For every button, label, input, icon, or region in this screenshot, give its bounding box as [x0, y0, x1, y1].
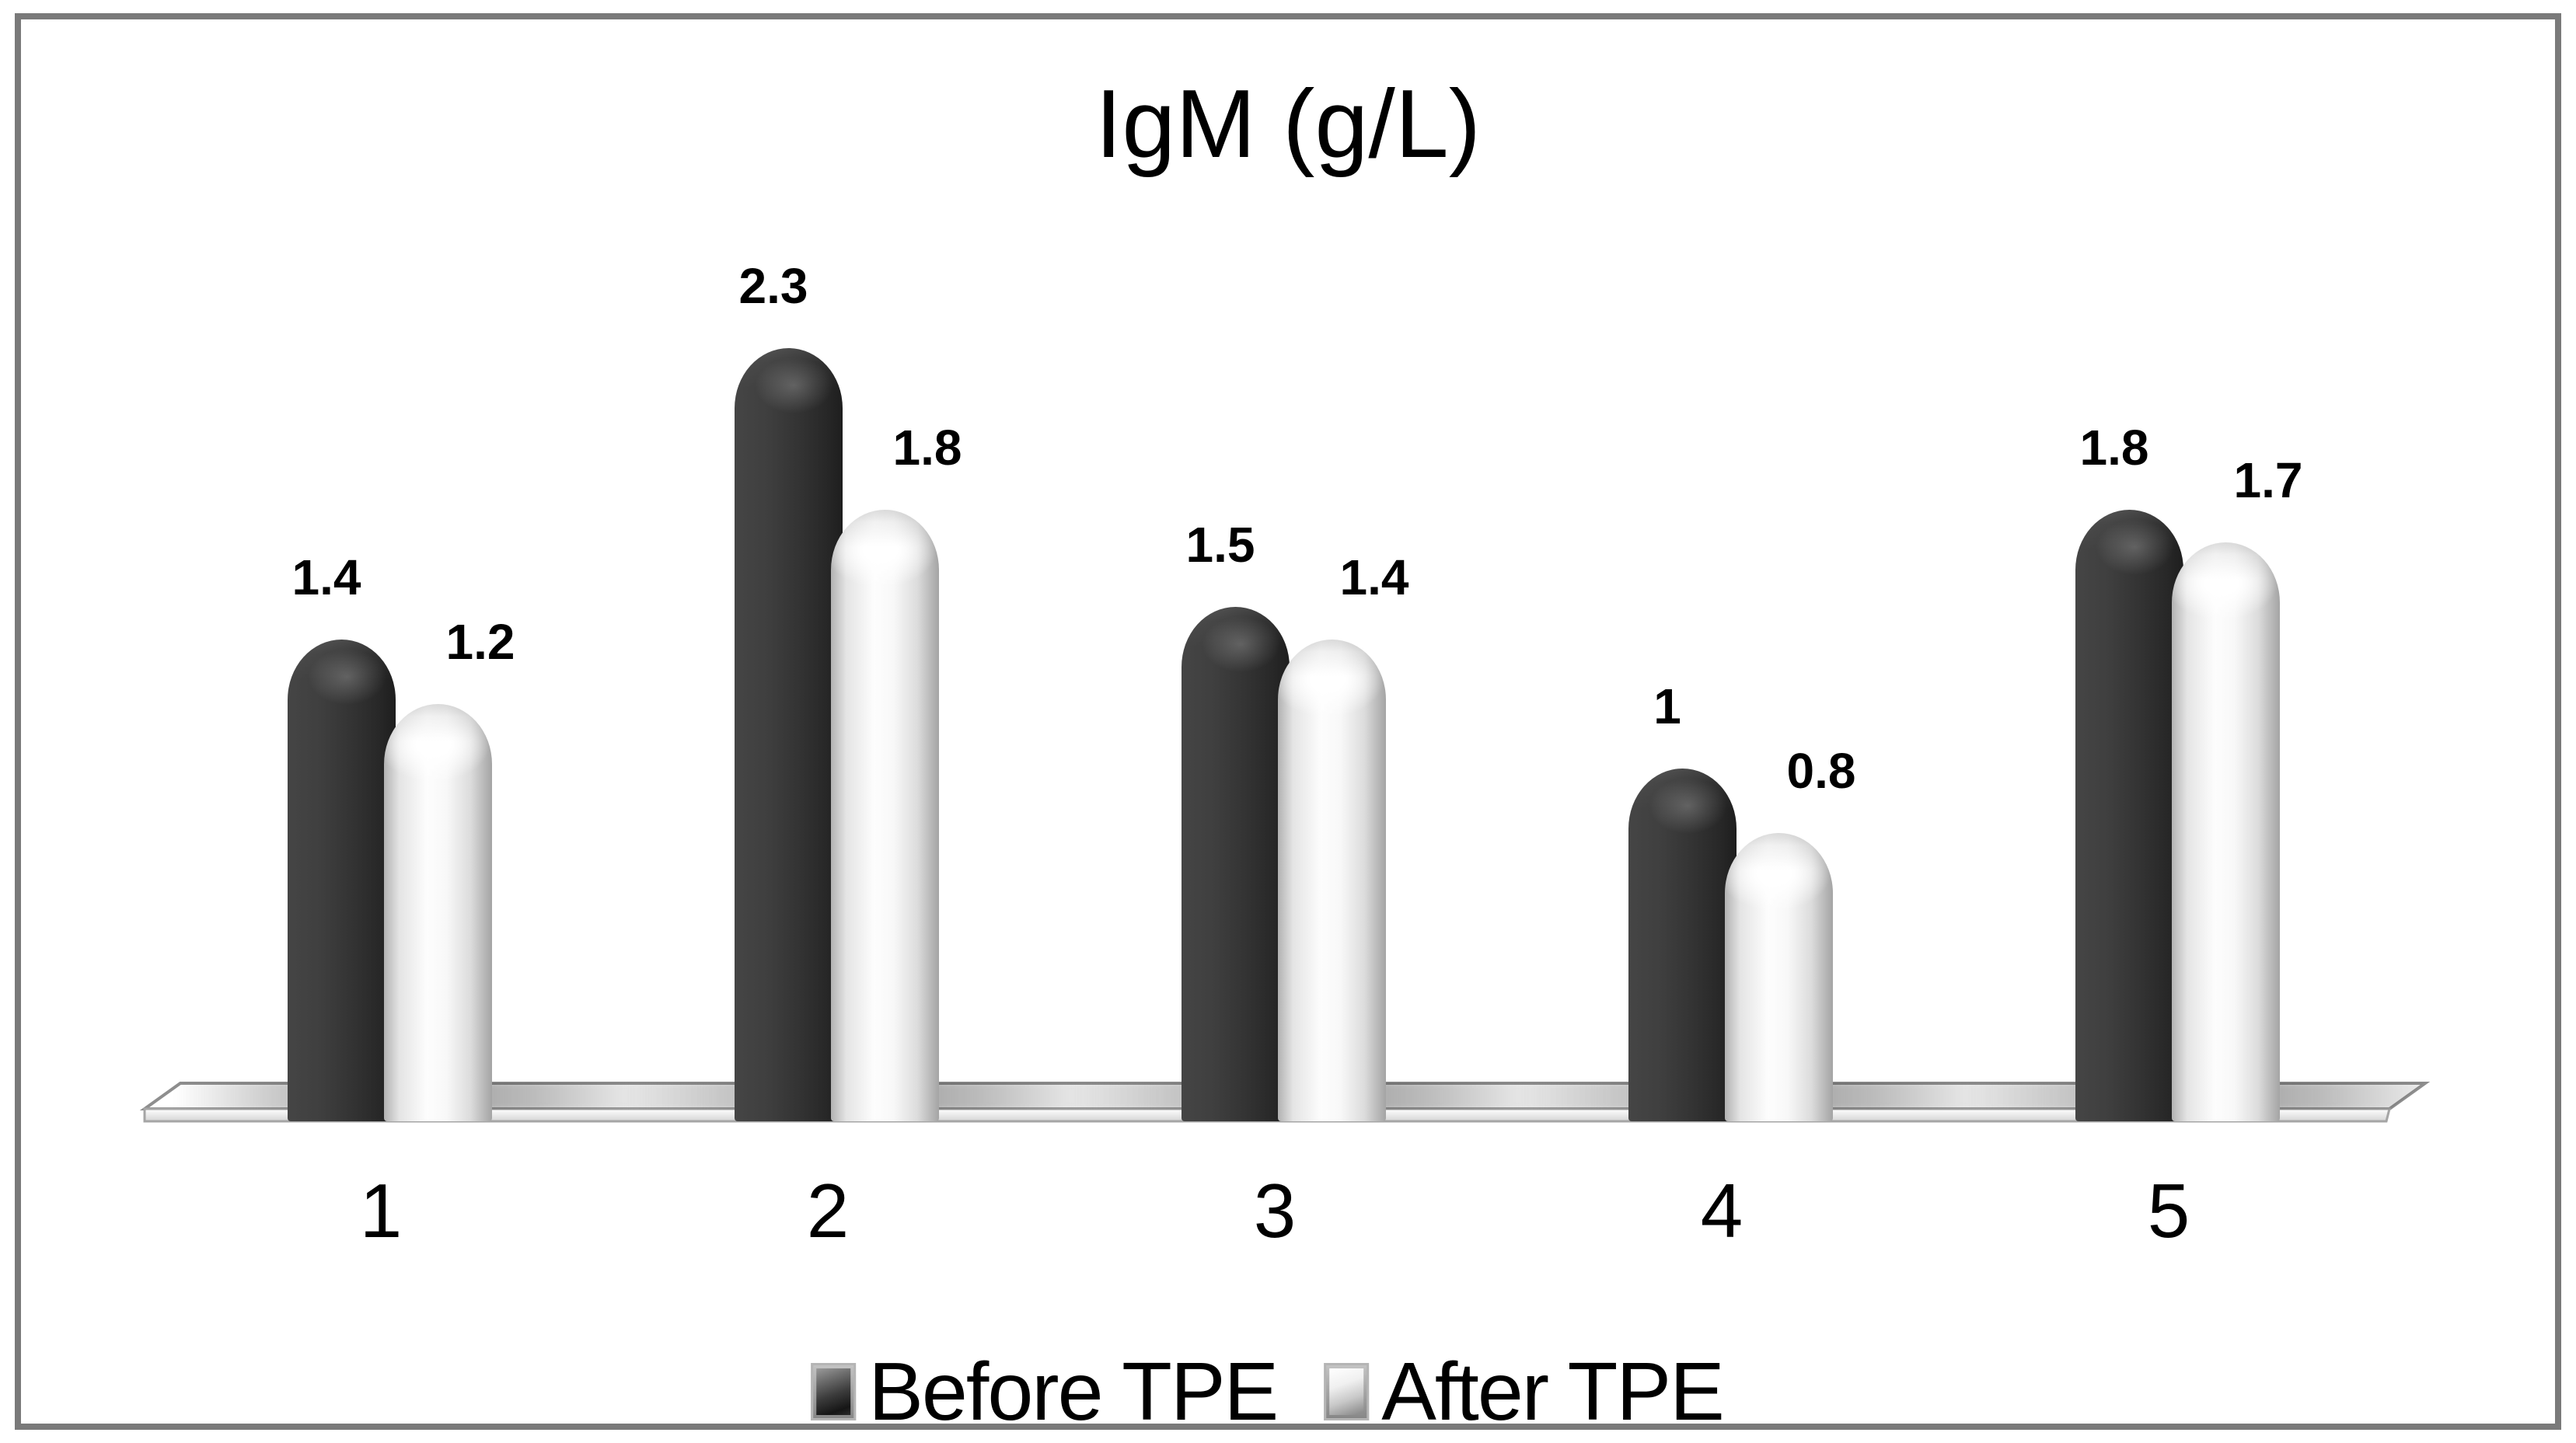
bar-before-tpe — [288, 640, 396, 1121]
data-label-after: 1.2 — [445, 614, 515, 670]
category-label: 2 — [806, 1168, 850, 1253]
bar-after-tpe — [1278, 640, 1386, 1121]
bar-cast-shadow — [1069, 1082, 1193, 1110]
legend: Before TPE After TPE — [811, 1346, 1725, 1438]
legend-label-before: Before TPE — [868, 1346, 1279, 1438]
data-label-after: 1.4 — [1339, 549, 1409, 605]
data-label-before: 1.4 — [291, 549, 361, 605]
legend-item-after-tpe: After TPE — [1324, 1346, 1725, 1438]
bar-after-tpe — [1725, 833, 1833, 1121]
legend-label-after: After TPE — [1381, 1346, 1725, 1438]
category-label: 3 — [1253, 1168, 1297, 1253]
bar-cast-shadow — [466, 1082, 746, 1110]
bar-cast-shadow — [913, 1082, 1193, 1110]
chart-title: IgM (g/L) — [1094, 71, 1482, 178]
bar-cast-shadow — [175, 1082, 299, 1110]
data-label-after: 1.8 — [892, 420, 962, 476]
data-label-after: 0.8 — [1786, 743, 1856, 799]
bar-before-tpe — [1628, 769, 1737, 1121]
legend-item-before-tpe: Before TPE — [811, 1346, 1279, 1438]
legend-swatch-before-icon — [811, 1363, 857, 1420]
data-label-after: 1.7 — [2233, 452, 2303, 508]
bar-after-tpe — [384, 704, 492, 1121]
category-label: 5 — [2147, 1168, 2190, 1253]
category-label: 4 — [1700, 1168, 1744, 1253]
bar-before-tpe — [735, 348, 843, 1121]
bar-after-tpe — [831, 510, 939, 1121]
category-label: 1 — [359, 1168, 403, 1253]
legend-swatch-after-icon — [1324, 1363, 1370, 1420]
bar-cast-shadow — [622, 1082, 746, 1110]
data-label-before: 2.3 — [738, 258, 808, 314]
bar-cast-shadow — [1963, 1082, 2087, 1110]
bar-before-tpe — [1182, 607, 1290, 1121]
bar-after-tpe — [2172, 542, 2280, 1121]
data-label-before: 1.8 — [2079, 420, 2149, 476]
data-label-before: 1 — [1653, 678, 1681, 734]
bar-cast-shadow — [1360, 1082, 1640, 1110]
bar-cast-shadow — [1516, 1082, 1640, 1110]
data-label-before: 1.5 — [1185, 517, 1255, 573]
bar-cast-shadow — [1807, 1082, 2087, 1110]
bar-before-tpe — [2075, 510, 2183, 1121]
